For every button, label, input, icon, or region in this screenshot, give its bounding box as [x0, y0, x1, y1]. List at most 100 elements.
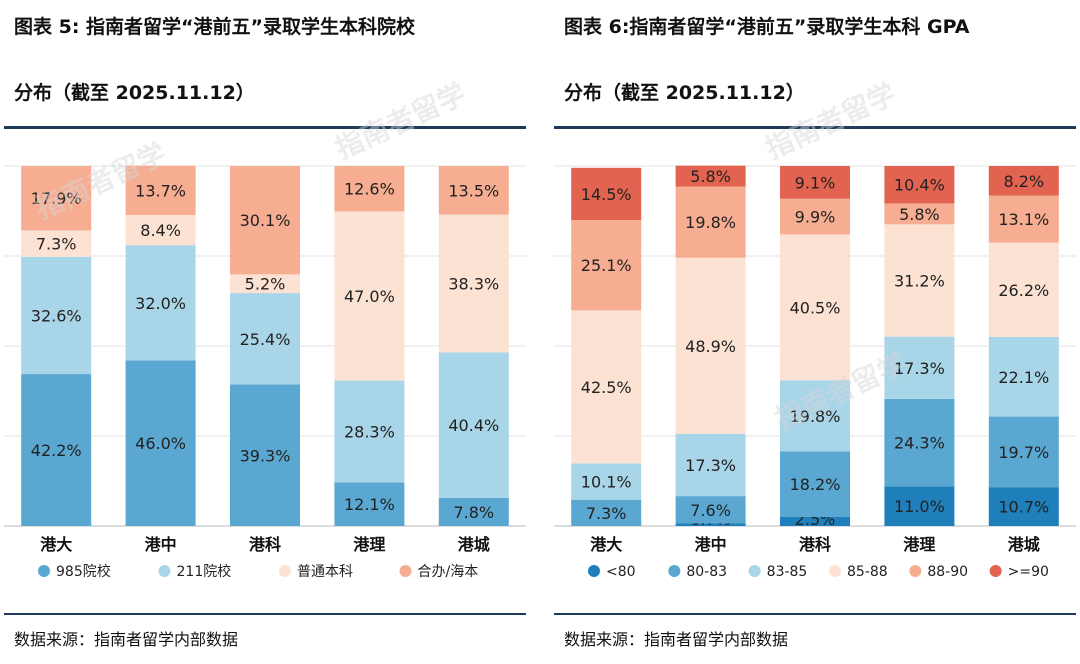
bar-segment: [780, 451, 850, 517]
data-label: 5.8%: [690, 167, 731, 186]
bar-segment: [884, 224, 955, 337]
bar-segment: [21, 230, 92, 257]
x-tick-label: 港科: [799, 535, 831, 554]
bar-segment: [675, 165, 746, 187]
bar-segment: [438, 497, 509, 526]
bar-segment: [780, 198, 850, 235]
bar-segment: [21, 166, 92, 231]
legend-marker: [158, 565, 171, 577]
bar-segment: [988, 166, 1059, 196]
legend-label: 88-90: [927, 564, 968, 580]
legend-marker: [989, 565, 1002, 577]
legend-label: 80-83: [686, 564, 727, 580]
bar-segment: [988, 487, 1059, 526]
bar-segment: [334, 211, 405, 381]
data-label: 17.3%: [894, 359, 945, 378]
legend-label: 合办/海本: [418, 564, 479, 580]
data-label: 8.4%: [140, 221, 181, 240]
bar-segment: [675, 523, 746, 526]
bar-segment: [884, 486, 955, 526]
x-tick-label: 港理: [353, 535, 385, 554]
data-label: 10.4%: [894, 176, 945, 195]
bar-segment: [675, 433, 746, 497]
data-label: 17.9%: [31, 189, 82, 208]
bar-segment: [334, 166, 405, 212]
bar-segment: [884, 166, 955, 204]
bar-segment: [230, 274, 300, 294]
legend-marker: [279, 565, 291, 577]
bar-segment: [988, 195, 1059, 243]
legend-marker: [38, 565, 50, 577]
bar-segment: [780, 517, 850, 526]
stacked-bar-chart-gpa: 7.3%10.1%42.5%25.1%14.5%港大0.7%7.6%17.3%4…: [554, 165, 1076, 580]
bar-segment: [230, 384, 300, 526]
data-label: 19.8%: [685, 213, 736, 232]
bar-segment: [780, 234, 850, 381]
data-label: 7.6%: [690, 501, 731, 520]
data-label: 25.1%: [581, 256, 632, 275]
bar-segment: [125, 245, 196, 361]
data-source: 数据来源：指南者留学内部数据: [564, 630, 789, 649]
chart-title-line1: 图表 5: 指南者留学“港前五”录取学生本科院校: [14, 16, 416, 38]
data-label: 40.5%: [790, 298, 841, 317]
data-label: 25.4%: [240, 330, 291, 349]
chart-title-line2: 分布（截至 2025.11.12）: [14, 82, 255, 104]
bar-segment: [571, 463, 642, 500]
data-label: 12.6%: [344, 180, 395, 199]
data-label: 7.8%: [453, 503, 494, 522]
data-label: 17.3%: [685, 456, 736, 475]
data-label: 26.2%: [998, 281, 1049, 300]
legend-label: >=90: [1008, 564, 1049, 580]
bar-segment: [675, 186, 746, 258]
bar-segment: [884, 336, 955, 399]
x-tick-label: 港科: [249, 535, 281, 554]
legend-label: 85-88: [847, 564, 888, 580]
x-tick-label: 港中: [695, 535, 727, 554]
data-label: 8.2%: [1003, 172, 1044, 191]
legend-marker: [909, 565, 922, 577]
bar-segment: [438, 352, 509, 498]
title-divider: [4, 126, 526, 129]
bar-segment: [230, 293, 300, 385]
bar-segment: [230, 166, 300, 275]
data-label: 18.2%: [790, 475, 841, 494]
data-label: 19.8%: [790, 407, 841, 426]
bar-segment: [438, 214, 509, 353]
data-label: 42.5%: [581, 378, 632, 397]
bar-segment: [780, 166, 850, 199]
data-label: 19.7%: [998, 443, 1049, 462]
bar-segment: [884, 398, 955, 487]
bar-segment: [988, 416, 1059, 488]
x-tick-label: 港城: [458, 535, 490, 554]
data-label: 40.4%: [448, 416, 499, 435]
data-label: 13.1%: [998, 210, 1049, 229]
data-label: 7.3%: [36, 235, 77, 254]
data-label: 38.3%: [448, 275, 499, 294]
data-label: 13.5%: [448, 181, 499, 200]
data-label: 32.0%: [135, 294, 186, 313]
chart-panel-left: 图表 5: 指南者留学“港前五”录取学生本科院校 分布（截至 2025.11.1…: [0, 0, 530, 664]
data-label: 7.3%: [586, 504, 627, 523]
legend-label: 普通本科: [297, 564, 353, 580]
title-divider: [554, 126, 1076, 129]
chart-title-line2: 分布（截至 2025.11.12）: [564, 82, 805, 104]
data-label: 47.0%: [344, 287, 395, 306]
data-label: 10.7%: [998, 498, 1049, 517]
legend-marker: [668, 565, 681, 577]
data-label: 9.9%: [795, 208, 836, 227]
bar-segment: [571, 167, 642, 220]
data-source: 数据来源：指南者留学内部数据: [14, 630, 239, 649]
legend-label: 985院校: [56, 563, 111, 580]
data-label: 32.6%: [31, 306, 82, 325]
bar-segment: [884, 203, 955, 225]
data-label: 28.3%: [344, 423, 395, 442]
bar-segment: [125, 360, 196, 526]
data-label: 48.9%: [685, 337, 736, 356]
data-label: 5.2%: [245, 275, 286, 294]
data-label: 13.7%: [135, 181, 186, 200]
data-label: 31.2%: [894, 271, 945, 290]
source-divider: [4, 613, 526, 615]
x-tick-label: 港大: [590, 535, 622, 554]
bar-segment: [571, 499, 642, 526]
chart-panel-right: 图表 6:指南者留学“港前五”录取学生本科 GPA 分布（截至 2025.11.…: [550, 0, 1080, 664]
